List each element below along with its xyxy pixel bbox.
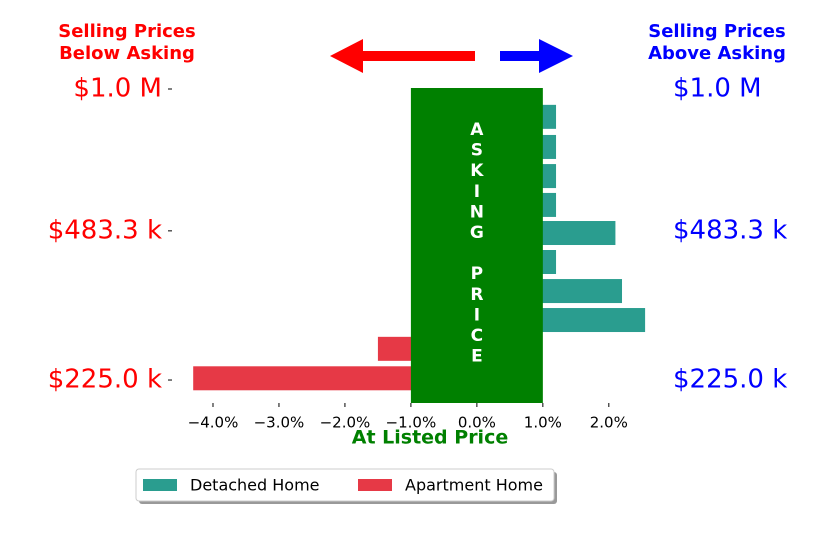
x-tick-label: 2.0% — [590, 414, 628, 432]
legend-swatch — [358, 479, 392, 491]
legend-label: Detached Home — [190, 476, 320, 495]
left-arrow — [330, 39, 475, 73]
legend-swatch — [143, 479, 177, 491]
y-tick-label-right: $1.0 M — [673, 74, 762, 104]
x-axis-label: At Listed Price — [352, 427, 508, 449]
right-arrow — [500, 39, 573, 73]
y-tick-label: $225.0 k — [48, 365, 162, 395]
x-tick-label: −1.0% — [386, 414, 437, 432]
x-tick-label: −3.0% — [254, 414, 305, 432]
right-title: Selling Prices — [648, 21, 785, 42]
y-tick-label: $483.3 k — [48, 215, 162, 245]
legend — [135, 468, 555, 502]
left-title: Selling Prices — [58, 21, 195, 42]
right-title: Above Asking — [648, 43, 786, 64]
left-title: Below Asking — [59, 43, 195, 64]
x-tick-label: −2.0% — [320, 414, 371, 432]
y-tick-label-right: $483.3 k — [673, 215, 787, 245]
x-tick-label: 1.0% — [524, 414, 562, 432]
y-tick-label-right: $225.0 k — [673, 365, 787, 395]
x-tick-label: 0.0% — [458, 414, 496, 432]
asking-band — [410, 88, 543, 403]
legend-label: Apartment Home — [405, 476, 543, 495]
y-tick-label: $1.0 M — [73, 74, 162, 104]
x-tick-label: −4.0% — [188, 414, 239, 432]
